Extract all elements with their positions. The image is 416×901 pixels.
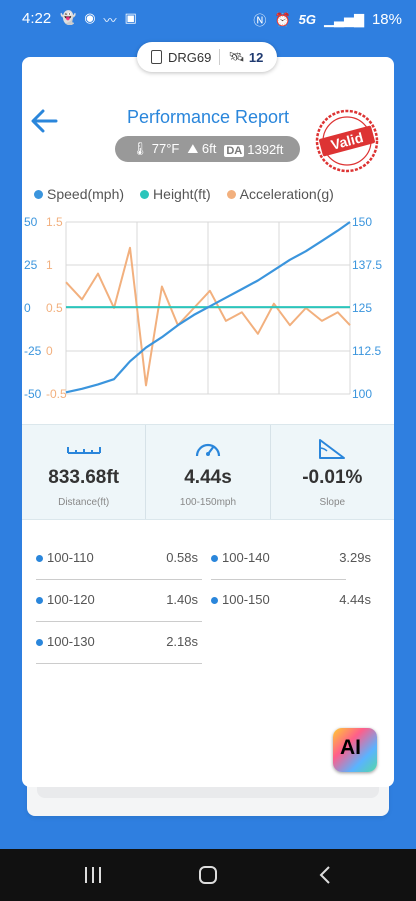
temperature: 🌡 77°F — [132, 141, 180, 157]
gallery-icon: ▣ — [124, 10, 137, 25]
series-line-speed — [65, 221, 351, 394]
chart-legend: Speed(mph) Height(ft) Acceleration(g) — [34, 186, 334, 202]
split-range: 100-130 — [47, 634, 95, 649]
elevation: ⛰ 6ft — [187, 141, 216, 157]
tick-label-speed: 100 — [352, 387, 372, 401]
snapchat-icon: 👻 — [60, 10, 77, 25]
network-label: 5G — [298, 12, 316, 27]
status-time: 4:22 — [22, 10, 52, 27]
split-range: 100-120 — [47, 592, 95, 607]
home-button[interactable] — [193, 863, 223, 887]
density-altitude-value: 1392ft — [247, 141, 284, 157]
da-badge: DA — [224, 144, 245, 157]
legend-speed[interactable]: Speed(mph) — [34, 186, 124, 202]
tick-label-speed: 125 — [352, 301, 372, 315]
tick-label-acceleration: -0.5 — [46, 387, 67, 401]
speedometer-icon — [195, 443, 221, 457]
tick-label-acceleration: 0 — [46, 344, 53, 358]
metric-time: 4.44s 100-150mph — [145, 425, 269, 519]
back-arrow-icon[interactable] — [28, 105, 60, 137]
system-nav-bar — [0, 849, 416, 901]
tick-label-acceleration: 1.5 — [46, 215, 63, 229]
split-time: 4.44s — [339, 592, 371, 607]
slope-label: Slope — [319, 497, 346, 508]
bullet-icon — [36, 555, 43, 562]
split-time: 2.18s — [166, 634, 198, 649]
temperature-value: 77°F — [151, 141, 180, 156]
system-icons: Ⓝ ⏰ 5G ▁▃▅▇ 18% — [253, 10, 402, 29]
slope-value: -0.01% — [302, 467, 363, 488]
tick-label-speed: 137.5 — [352, 258, 382, 272]
split-row: 100-120 1.40s — [36, 590, 202, 622]
time-label: 100-150mph — [179, 497, 237, 508]
tick-label-height: -25 — [24, 344, 42, 358]
legend-label: Height(ft) — [153, 186, 211, 202]
split-time: 0.58s — [166, 550, 198, 565]
alarm-icon: ⏰ — [274, 11, 291, 27]
split-time: 1.40s — [166, 592, 198, 607]
report-card — [22, 57, 394, 787]
valid-stamp: Valid — [315, 109, 379, 173]
back-button[interactable] — [310, 863, 340, 887]
distance-label: Distance(ft) — [58, 497, 110, 508]
tick-label-height: 0 — [24, 301, 31, 315]
battery-level: 18% — [371, 11, 402, 28]
signal-app-icon: 〰 — [103, 13, 117, 28]
nfc-icon: Ⓝ — [253, 13, 267, 28]
legend-label: Speed(mph) — [47, 186, 125, 202]
device-badge[interactable]: DRG69 🛰 12 — [137, 42, 277, 72]
page-title: Performance Report — [126, 107, 290, 127]
legend-height[interactable]: Height(ft) — [140, 186, 211, 202]
metric-slope: -0.01% Slope — [269, 425, 394, 519]
legend-dot — [140, 189, 150, 199]
metrics-panel: 833.68ft Distance(ft) 4.44s 100-150mph -… — [22, 424, 394, 520]
split-row: 100-110 0.58s — [36, 548, 202, 580]
split-range: 100-110 — [47, 550, 94, 565]
signal-bars-icon: ▁▃▅▇ — [323, 11, 364, 27]
distance-value: 833.68ft — [48, 467, 120, 488]
recent-apps-button[interactable] — [78, 863, 108, 887]
density-altitude: DA 1392ft — [224, 142, 283, 157]
split-row: 100-140 3.29s — [211, 548, 371, 580]
legend-dot — [34, 189, 43, 199]
tick-label-height: 50 — [24, 215, 38, 229]
satellite-count: 12 — [248, 49, 264, 65]
app-notification-icon: ◉ — [84, 10, 96, 25]
thermometer-icon: 🌡 — [131, 141, 149, 156]
notification-icons: 👻 ◉ 〰 ▣ — [60, 10, 137, 29]
status-bar: 4:22 👻 ◉ 〰 ▣ Ⓝ ⏰ 5G ▁▃▅▇ 18% — [0, 0, 416, 36]
ai-label: AI — [340, 736, 361, 759]
legend-acceleration[interactable]: Acceleration(g) — [226, 186, 334, 202]
time-value: 4.44s — [184, 467, 232, 488]
device-name: DRG69 — [168, 49, 212, 65]
bullet-icon — [211, 555, 218, 562]
metric-distance: 833.68ft Distance(ft) — [22, 425, 145, 519]
bullet-icon — [211, 597, 218, 604]
satellite-icon: 🛰 — [228, 49, 245, 64]
bullet-icon — [36, 639, 43, 646]
tick-label-acceleration: 1 — [46, 258, 53, 272]
tick-label-height: 25 — [24, 258, 38, 272]
split-row: 100-130 2.18s — [36, 632, 202, 664]
legend-label: Acceleration(g) — [239, 186, 334, 202]
ruler-icon — [66, 447, 101, 454]
bullet-icon — [36, 597, 43, 604]
tick-label-height: -50 — [24, 387, 42, 401]
split-row: 100-150 4.44s — [211, 590, 371, 622]
elevation-value: 6ft — [201, 141, 217, 156]
slope-icon — [319, 439, 346, 459]
split-range: 100-150 — [222, 592, 270, 607]
conditions-bar: 🌡 77°F ⛰ 6ft DA 1392ft — [115, 136, 300, 162]
device-icon — [151, 50, 162, 64]
tick-label-speed: 112.5 — [352, 344, 381, 358]
tick-label-acceleration: 0.5 — [46, 301, 63, 315]
split-range: 100-140 — [222, 550, 270, 565]
mountain-icon: ⛰ — [187, 141, 199, 156]
ai-assistant-button[interactable]: AI — [333, 728, 377, 772]
legend-dot — [226, 189, 236, 199]
split-time: 3.29s — [339, 550, 371, 565]
divider — [219, 49, 221, 65]
performance-chart[interactable]: 50 25 0 -25 -50 1.5 1 0.5 0 -0.5 150 137.5 125 112.5 1… — [22, 210, 394, 410]
tick-label-speed: 150 — [352, 215, 372, 229]
